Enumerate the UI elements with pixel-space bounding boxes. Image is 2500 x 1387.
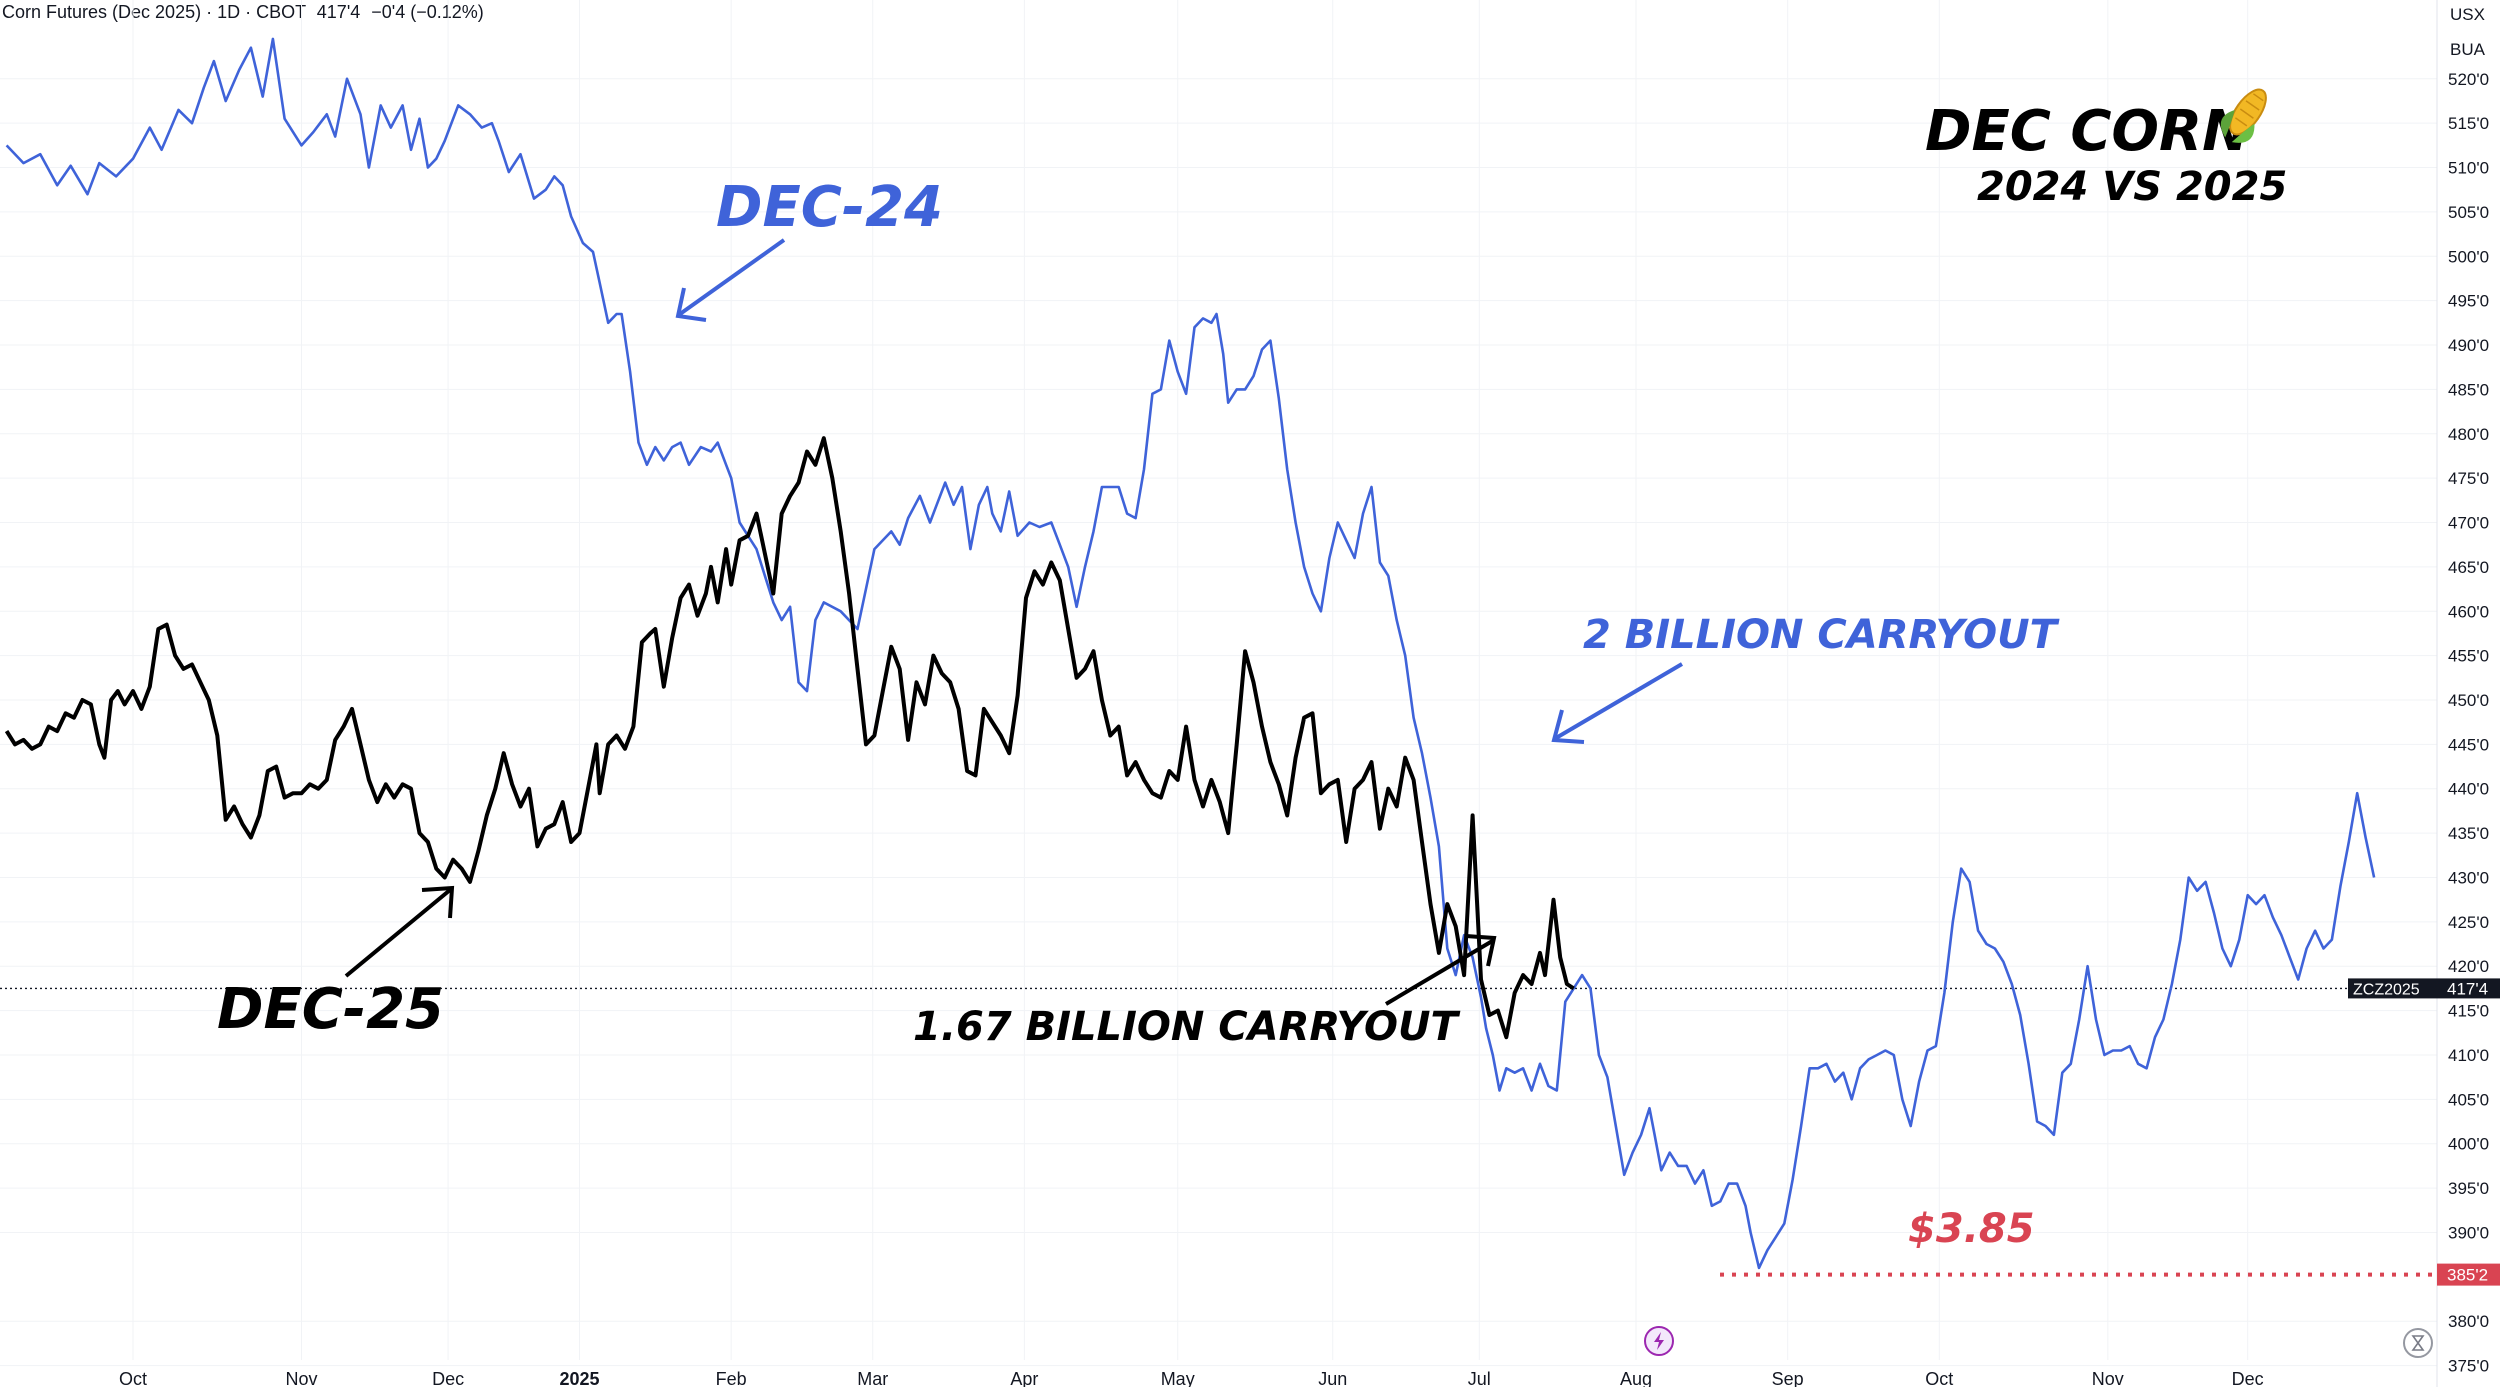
current-price-tag[interactable]: ZCZ2025 417'4: [2348, 978, 2500, 999]
change-readout: −0'4 (−0.12%): [371, 2, 484, 22]
y-tick-label: 425'0: [2448, 913, 2489, 932]
y-tick-label: 455'0: [2448, 647, 2489, 666]
carryout-24-label: 2 BILLION CARRYOUT: [1583, 612, 2060, 658]
y-tick-label: 500'0: [2448, 247, 2489, 266]
dec25-series-line[interactable]: [4, 436, 1575, 1040]
chart-grid: [0, 0, 2437, 1367]
y-tick-label: 495'0: [2448, 292, 2489, 311]
corn-emoji-icon: [2220, 88, 2267, 143]
dec25-label: DEC-25: [217, 977, 444, 1042]
chart-title: DEC CORN: [1925, 99, 2249, 164]
dec24-series-line[interactable]: [5, 37, 2376, 1270]
y-tick-label: 460'0: [2448, 602, 2489, 621]
y-tick-label: 410'0: [2448, 1046, 2489, 1065]
hourglass-icon[interactable]: [2403, 1328, 2433, 1358]
dec24-arrow: [675, 238, 786, 322]
lightning-icon[interactable]: [1644, 1326, 1674, 1356]
y-tick-label: 415'0: [2448, 1002, 2489, 1021]
x-tick-label: May: [1161, 1369, 1195, 1387]
dec24-label: DEC-24: [716, 175, 943, 240]
x-tick-label: Aug: [1620, 1369, 1652, 1387]
low-price-value-tag: 385'2: [2447, 1266, 2488, 1285]
chart-subtitle: 2024 VS 2025: [1977, 164, 2287, 210]
dec25-arrow: [344, 885, 455, 978]
y-tick-label: 420'0: [2448, 957, 2489, 976]
y-tick-label: 400'0: [2448, 1135, 2489, 1154]
x-tick-label: Dec: [2232, 1369, 2264, 1387]
x-tick-label: Jun: [1318, 1369, 1347, 1387]
y-tick-label: 395'0: [2448, 1179, 2489, 1198]
price-axis[interactable]: 520'0 515'0 510'0 505'0 500'0 495'0 490'0 485'0…: [2448, 70, 2489, 1376]
time-axis[interactable]: Oct Nov Dec 2025 Feb Mar Apr May Jun Jul Aug Sep Oct…: [119, 1369, 2264, 1387]
y-tick-label: 485'0: [2448, 380, 2489, 399]
symbol-title: Corn Futures (Dec 2025) · 1D · CBOT: [2, 2, 306, 22]
y-tick-label: 450'0: [2448, 691, 2489, 710]
x-tick-label: 2025: [560, 1369, 600, 1387]
y-tick-label: 520'0: [2448, 70, 2489, 89]
x-tick-label: Nov: [2092, 1369, 2124, 1387]
x-tick-label: Oct: [1925, 1369, 1953, 1387]
x-tick-label: Mar: [857, 1369, 888, 1387]
y-tick-label: 445'0: [2448, 735, 2489, 754]
carryout-24-arrow: [1551, 662, 1684, 744]
x-tick-label: Apr: [1010, 1369, 1038, 1387]
x-tick-label: Nov: [285, 1369, 317, 1387]
series-group: [4, 37, 2376, 1270]
y-tick-label: 405'0: [2448, 1090, 2489, 1109]
axis-unit-label: BUA: [2450, 40, 2486, 59]
low-price-tag[interactable]: 385'2: [2437, 1263, 2500, 1286]
x-tick-label: Dec: [432, 1369, 464, 1387]
x-tick-label: Jul: [1468, 1369, 1491, 1387]
y-tick-label: 380'0: [2448, 1312, 2489, 1331]
x-tick-label: Feb: [716, 1369, 747, 1387]
y-tick-label: 440'0: [2448, 780, 2489, 799]
y-tick-label: 375'0: [2448, 1357, 2489, 1376]
y-tick-label: 470'0: [2448, 514, 2489, 533]
y-tick-label: 480'0: [2448, 425, 2489, 444]
y-tick-label: 515'0: [2448, 114, 2489, 133]
carryout-25-label: 1.67 BILLION CARRYOUT: [913, 1004, 1461, 1050]
x-tick-label: Oct: [119, 1369, 147, 1387]
x-tick-label: Sep: [1772, 1369, 1804, 1387]
low-price-label: $3.85: [1908, 1206, 2035, 1252]
axis-currency-label: USX: [2450, 5, 2485, 24]
y-tick-label: 435'0: [2448, 824, 2489, 843]
y-tick-label: 475'0: [2448, 469, 2489, 488]
y-tick-label: 505'0: [2448, 203, 2489, 222]
current-symbol-tag: ZCZ2025: [2353, 981, 2420, 998]
current-price-value-tag: 417'4: [2447, 979, 2488, 998]
y-tick-label: 490'0: [2448, 336, 2489, 355]
y-tick-label: 390'0: [2448, 1223, 2489, 1242]
symbol-header[interactable]: Corn Futures (Dec 2025) · 1D · CBOT 417'…: [2, 2, 484, 23]
y-tick-label: 510'0: [2448, 159, 2489, 178]
last-price-readout: 417'4: [316, 2, 361, 22]
y-tick-label: 465'0: [2448, 558, 2489, 577]
y-tick-label: 430'0: [2448, 868, 2489, 887]
carryout-25-arrow: [1384, 934, 1497, 1006]
